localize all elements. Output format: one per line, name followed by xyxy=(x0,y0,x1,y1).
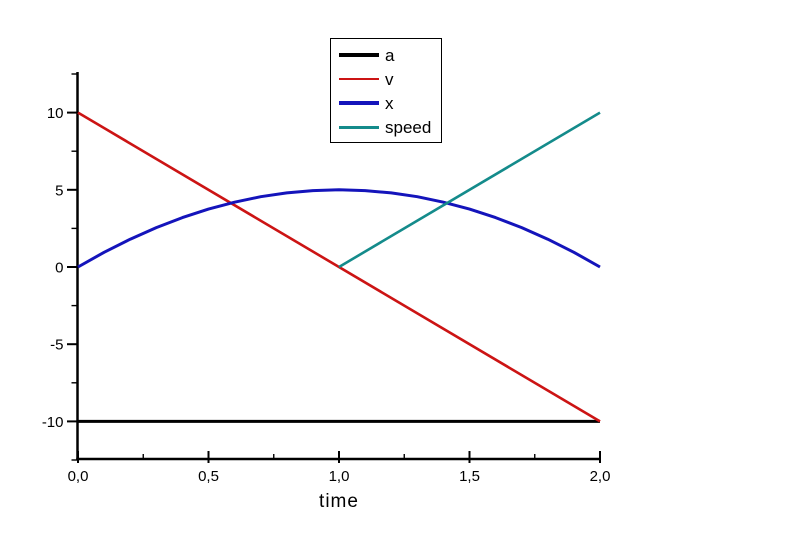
legend-swatch-a xyxy=(339,53,379,57)
legend-item-v: v xyxy=(331,67,441,91)
y-tick-label: -10 xyxy=(42,414,64,431)
x-tick-label: 2,0 xyxy=(590,468,611,485)
legend: a v x speed xyxy=(330,38,442,143)
x-tick-label: 1,0 xyxy=(329,468,350,485)
legend-swatch-speed xyxy=(339,125,379,129)
x-axis-title: time xyxy=(319,491,359,512)
series-line-x xyxy=(77,188,601,269)
legend-label: a xyxy=(385,45,395,65)
legend-label: speed xyxy=(385,117,432,137)
y-tick-label: 5 xyxy=(55,182,63,199)
y-tick-label: 0 xyxy=(55,260,63,277)
y-tick-label: -5 xyxy=(50,337,63,354)
legend-item-a: a xyxy=(331,43,441,67)
y-tick-label: 10 xyxy=(47,105,64,122)
legend-item-x: x xyxy=(331,91,441,115)
x-tick-label: 1,5 xyxy=(459,468,480,485)
legend-label: x xyxy=(385,93,394,113)
legend-item-speed: speed xyxy=(331,115,441,139)
legend-label: v xyxy=(385,69,394,89)
x-tick-label: 0,5 xyxy=(198,468,219,485)
x-tick-label: 0,0 xyxy=(68,468,89,485)
legend-swatch-v xyxy=(339,78,379,80)
series-line-speed xyxy=(338,111,601,269)
legend-swatch-x xyxy=(339,101,379,105)
